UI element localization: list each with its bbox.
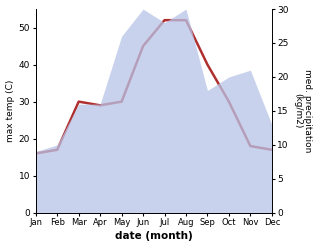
- Y-axis label: med. precipitation
(kg/m2): med. precipitation (kg/m2): [293, 69, 313, 153]
- Y-axis label: max temp (C): max temp (C): [5, 80, 15, 142]
- X-axis label: date (month): date (month): [115, 231, 193, 242]
